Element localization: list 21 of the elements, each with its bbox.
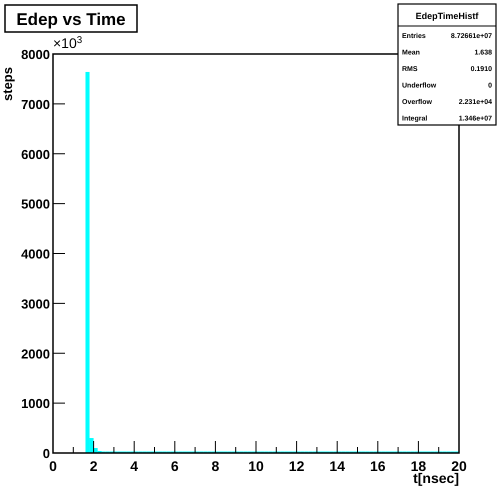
y-tick-label: 5000 <box>21 196 50 212</box>
x-tick-label: 12 <box>288 458 305 474</box>
y-tick-label: 8000 <box>21 47 50 62</box>
y-axis-title: steps <box>0 67 15 101</box>
x-tick-label: 10 <box>248 458 264 474</box>
x-tick-label: 8 <box>212 458 220 474</box>
y-tick-label: 2000 <box>21 346 50 362</box>
chart-title: Edep vs Time <box>16 10 126 29</box>
text: EdepTimeHistf <box>416 11 480 21</box>
text: ×10$^{3}$ <box>53 34 83 51</box>
x-tick-label: 2 <box>90 458 98 474</box>
x-tick-label: 4 <box>130 458 138 474</box>
x-tick-label: 14 <box>329 458 346 474</box>
x-tick-label: 16 <box>370 458 386 474</box>
y-tick-label: 3000 <box>21 296 50 312</box>
y-tick-label: 4000 <box>21 246 50 262</box>
y-tick-label: 6000 <box>21 146 50 162</box>
x-tick-label: 6 <box>170 458 179 474</box>
y-tick-label: 7000 <box>21 96 50 112</box>
y-tick-label: 1000 <box>21 396 50 412</box>
y-tick-label: 0 <box>42 446 50 461</box>
